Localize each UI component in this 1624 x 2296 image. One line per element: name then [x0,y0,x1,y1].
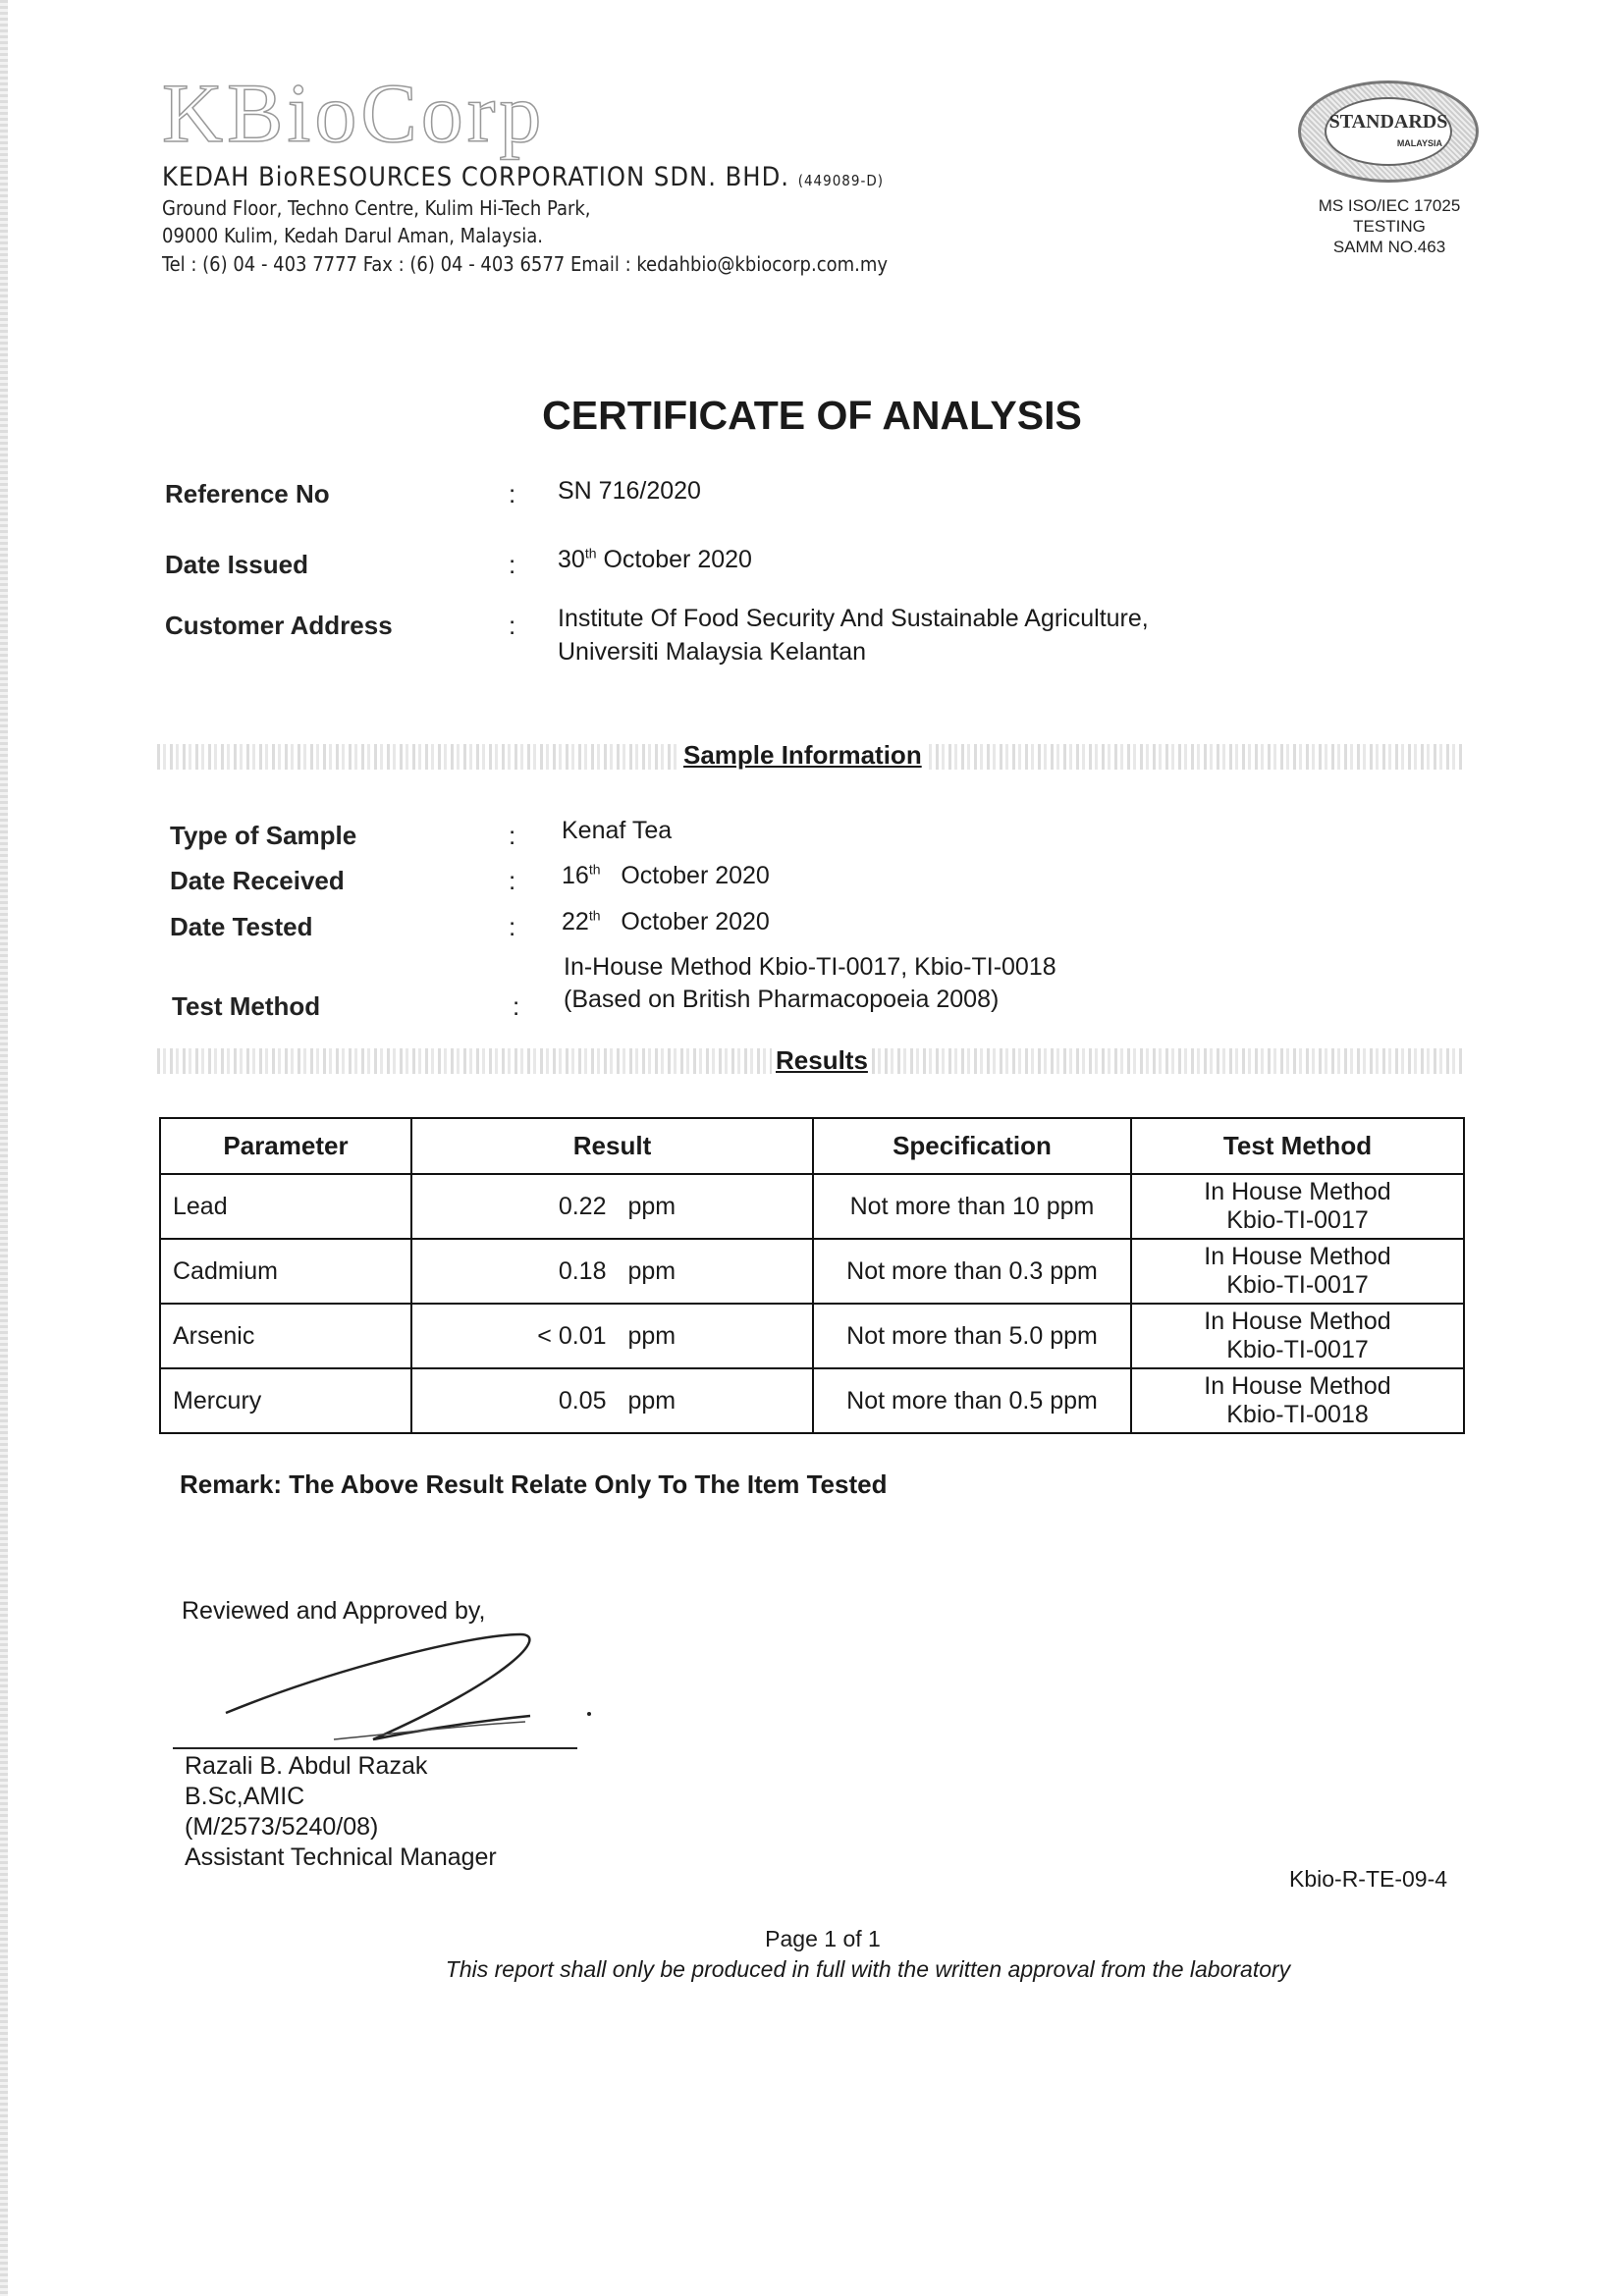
colon: : [509,821,516,850]
specification-cell: Not more than 10 ppm [812,1173,1132,1240]
results-table: Parameter Result Specification Test Meth… [159,1117,1465,1434]
specification-cell: Not more than 5.0 ppm [812,1303,1132,1369]
signature-line [173,1747,577,1749]
kbiocorp-logo: KBioCorp [161,66,546,160]
page-title: CERTIFICATE OF ANALYSIS [542,393,1082,438]
reference-label: Reference No [165,479,330,508]
col-header-test-method: Test Method [1130,1117,1465,1175]
test-method-cell: In House Method Kbio-TI-0017 [1130,1303,1465,1369]
colon: : [509,866,516,895]
reference-value: SN 716/2020 [558,477,701,505]
test-method-cell: In House Method Kbio-TI-0017 [1130,1173,1465,1240]
customer-address-line-1: Institute Of Food Security And Sustainab… [558,605,1149,632]
test-method-line-2: (Based on British Pharmacopoeia 2008) [564,986,1000,1013]
accreditation-line-1: MS ISO/IEC 17025 [1318,196,1461,215]
approver-qualification: B.Sc,AMIC [185,1783,305,1810]
colon: : [509,550,516,579]
date-issued-value: 30th October 2020 [558,545,752,573]
test-method-label: Test Method [172,991,321,1021]
date-tested-value: 22th October 2020 [562,907,770,935]
colon: : [509,912,516,941]
remark: Remark: The Above Result Relate Only To … [180,1469,888,1499]
approver-name: Razali B. Abdul Razak [185,1752,428,1780]
test-method-cell: In House Method Kbio-TI-0017 [1130,1238,1465,1305]
type-of-sample-label: Type of Sample [170,821,357,850]
date-received-label: Date Received [170,866,345,895]
contact-line: Tel : (6) 04 - 403 7777 Fax : (6) 04 - 4… [162,252,889,276]
result-cell: 0.18 ppm [410,1238,814,1305]
parameter-cell: Lead [159,1173,412,1240]
test-method-cell: In House Method Kbio-TI-0018 [1130,1367,1465,1434]
customer-address-label: Customer Address [165,611,393,640]
date-issued-label: Date Issued [165,550,308,579]
signature [225,1632,591,1741]
seal-subtext: MALAYSIA [1396,138,1442,148]
colon: : [513,991,520,1021]
sample-info-heading: Sample Information [679,740,926,771]
footer-note: This report shall only be produced in fu… [445,1956,1291,1982]
company-name: KEDAH BioRESOURCES CORPORATION SDN. BHD.… [162,162,885,192]
date-tested-label: Date Tested [170,912,313,941]
customer-address-line-2: Universiti Malaysia Kelantan [558,638,867,666]
col-header-specification: Specification [812,1117,1132,1175]
approver-registration: (M/2573/5240/08) [185,1813,379,1841]
parameter-cell: Arsenic [159,1303,412,1369]
col-header-parameter: Parameter [159,1117,412,1175]
accreditation-line-2: TESTING [1353,217,1426,236]
reviewed-approved-label: Reviewed and Approved by, [182,1597,486,1625]
table-row: Arsenic < 0.01 ppm Not more than 5.0 ppm … [159,1303,1465,1369]
table-row: Mercury 0.05 ppm Not more than 0.5 ppm In… [159,1367,1465,1434]
colon: : [509,611,516,640]
parameter-cell: Cadmium [159,1238,412,1305]
page-number: Page 1 of 1 [765,1926,881,1951]
specification-cell: Not more than 0.5 ppm [812,1367,1132,1434]
date-received-value: 16th October 2020 [562,861,770,889]
result-cell: 0.22 ppm [410,1173,814,1240]
scan-edge [0,0,8,2296]
results-heading: Results [772,1045,872,1076]
test-method-line-1: In-House Method Kbio-TI-0017, Kbio-TI-00… [564,953,1056,981]
table-header-row: Parameter Result Specification Test Meth… [159,1117,1465,1175]
table-row: Cadmium 0.18 ppm Not more than 0.3 ppm In… [159,1238,1465,1305]
approver-position: Assistant Technical Manager [185,1843,497,1871]
col-header-result: Result [410,1117,814,1175]
result-cell: 0.05 ppm [410,1367,814,1434]
specification-cell: Not more than 0.3 ppm [812,1238,1132,1305]
accreditation-line-3: SAMM NO.463 [1332,238,1446,256]
parameter-cell: Mercury [159,1367,412,1434]
colon: : [509,479,516,508]
type-of-sample-value: Kenaf Tea [562,817,673,844]
address-line-2: 09000 Kulim, Kedah Darul Aman, Malaysia. [162,224,543,247]
address-line-1: Ground Floor, Techno Centre, Kulim Hi-Te… [162,196,591,220]
form-code: Kbio-R-TE-09-4 [1289,1866,1448,1892]
seal-text: STANDARDS [1325,97,1452,166]
result-cell: < 0.01 ppm [410,1303,814,1369]
table-row: Lead 0.22 ppm Not more than 10 ppm In Hou… [159,1173,1465,1240]
standards-malaysia-seal: STANDARDS MALAYSIA [1298,80,1479,183]
